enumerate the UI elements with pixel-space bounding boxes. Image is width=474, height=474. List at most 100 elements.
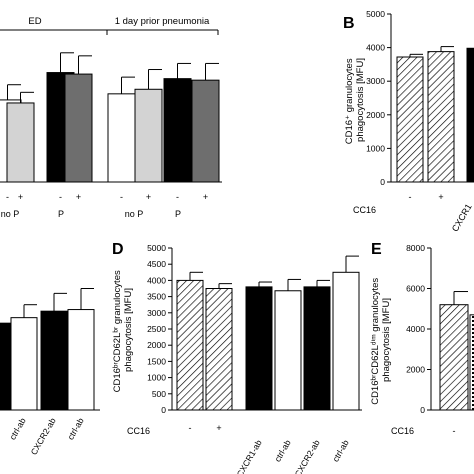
bars-c (0, 288, 95, 411)
bars-a (0, 52, 220, 183)
panel-d-ytick-label-9: 4500 (147, 259, 166, 269)
xlabels-e: - (453, 426, 456, 436)
panel-b: B CD16⁺ granulocytes phagocytosis [MFU] … (343, 9, 474, 233)
panel-b-ytick-label-1: 1000 (366, 143, 385, 153)
panel-d-ytick-label-3: 1500 (147, 356, 166, 366)
panel-d-bar-0 (176, 279, 204, 411)
xlabels-c: ctrl-ab CXCR2-ab ctrl-ab (7, 416, 86, 457)
group-label-ed: ED (28, 16, 41, 27)
panel-b-bar-0 (396, 56, 424, 183)
panel-a-bar-6 (163, 78, 192, 183)
yticks-d: 0 500 1000 1500 2000 2500 3000 3500 4000 4500 5000 (147, 243, 172, 415)
panel-e-ytick-label-2: 4000 (406, 324, 425, 334)
panel-d-ytick-label-10: 5000 (147, 243, 166, 253)
panel-b-ytick-label-0: 0 (380, 177, 385, 187)
xlabels-b: - + (409, 192, 444, 202)
panel-d-bar-4 (303, 286, 331, 411)
panel-d-ytick-label-5: 2500 (147, 324, 166, 334)
panel-d-bar-3 (274, 290, 302, 411)
panel-d-ytick-label-7: 3500 (147, 292, 166, 302)
panel-d-ytick-label-0: 0 (161, 405, 166, 415)
panel-b-ytick-label-3: 3000 (366, 76, 385, 86)
panel-a-cc16-sign-1: + (18, 192, 23, 202)
panel-d-cc16-sign-0: - (189, 423, 192, 433)
panel-a-cc16-sign-4: - (120, 192, 123, 202)
panel-d-ytick-label-6: 3000 (147, 308, 166, 318)
panel-d-bar-2 (245, 286, 273, 411)
panel-c-bar-3 (67, 309, 95, 411)
panel-a-subgroup-label-0: no P (1, 209, 20, 219)
panel-e-cc16-sign-0: - (453, 426, 456, 436)
panel-c-category-label-2: ctrl-ab (65, 416, 86, 442)
panel-e-ytick-label-4: 8000 (406, 243, 425, 253)
ylabel-b: CD16⁺ granulocytes phagocytosis [MFU] (344, 56, 366, 144)
panel-b-cc16-sign-0: - (409, 192, 412, 202)
panel-d-cc16-sign-1: + (216, 423, 221, 433)
panel-c-bar-2 (40, 310, 68, 411)
panel-a-cc16-sign-6: - (176, 192, 179, 202)
bars-d (176, 255, 360, 411)
ylabel-d-line2: phagocytosis [MFU] (123, 288, 134, 372)
panel-a-cc16-sign-0: - (6, 192, 9, 202)
yticks-e: 0 2000 4000 6000 8000 (406, 243, 431, 415)
category-label-b-cxcr1: CXCR1 (450, 202, 474, 233)
ylabel-e-line2: phagocytosis [MFU] (381, 298, 392, 382)
group-label-prior: 1 day prior pneumonia (115, 16, 210, 27)
panel-d: D CD16ᵇʳCD62Lᵇʳ granulocytes phagocytosi… (112, 241, 362, 474)
ylabel-e-line1: CD16ᵇʳCD62Lᵈⁱᵐ granulocytes (370, 278, 381, 405)
panel-letter-e: E (371, 241, 382, 258)
panel-letter-d: D (112, 241, 124, 258)
ylabel-d-line1: CD16ᵇʳCD62Lᵇʳ granulocytes (112, 270, 123, 392)
panel-a-subgroup-label-1: P (58, 209, 64, 219)
panel-c-bar-1 (10, 317, 38, 411)
bars-b (396, 46, 474, 183)
panel-e-ytick-label-0: 0 (420, 405, 425, 415)
xlabels-d: - +CXCR1-ab ctrl-ab CXCR2-ab ctrl-ab (189, 423, 351, 474)
panel-d-category-label-3: ctrl-ab (272, 438, 293, 464)
panel-d-ytick-label-8: 4000 (147, 275, 166, 285)
panel-c-category-label-0: ctrl-ab (7, 416, 28, 442)
panel-d-bar-5 (332, 271, 360, 411)
panel-e-bar-0 (439, 304, 469, 411)
panel-a-cc16-sign-7: + (203, 192, 208, 202)
ylabel-b-line2: phagocytosis [MFU] (355, 58, 366, 142)
panel-b-ytick-label-4: 4000 (366, 43, 385, 53)
panel-b-bar-2 (466, 47, 474, 183)
panel-e-ytick-label-1: 2000 (406, 365, 425, 375)
panel-e: E CD16ᵇʳCD62Lᵈⁱᵐ granulocytes phagocytos… (370, 241, 474, 436)
panel-d-ytick-label-2: 1000 (147, 373, 166, 383)
cc16-label-e: CC16 (391, 426, 414, 436)
panel-b-bar-1 (427, 51, 455, 183)
panel-a-bar-4 (107, 93, 136, 183)
panel-a-cc16-sign-2: - (59, 192, 62, 202)
panel-b-ytick-label-2: 2000 (366, 110, 385, 120)
panel-e-bar-1 (469, 314, 474, 411)
panel-a-subgroup-label-2: no P (125, 209, 144, 219)
ylabel-b-line1: CD16⁺ granulocytes (344, 58, 355, 144)
panel-d-category-label-5: ctrl-ab (330, 438, 351, 464)
panel-a-bar-7 (191, 79, 220, 183)
panel-b-ytick-label-5: 5000 (366, 9, 385, 19)
panel-a-bar-1 (6, 102, 35, 183)
panel-a-bar-5 (134, 88, 163, 183)
cc16-label-d: CC16 (127, 426, 150, 436)
panel-d-category-label-4: CXCR2-ab (293, 438, 322, 474)
panel-c-category-label-1: CXCR2-ab (29, 416, 58, 457)
panel-a-cc16-sign-5: + (146, 192, 151, 202)
panel-c: ctrl-ab CXCR2-ab ctrl-ab (0, 288, 100, 457)
ylabel-d: CD16ᵇʳCD62Lᵇʳ granulocytes phagocytosis … (112, 268, 134, 393)
panel-e-ytick-label-3: 6000 (406, 284, 425, 294)
panel-letter-b: B (343, 15, 355, 32)
cc16-label-b: CC16 (353, 205, 376, 215)
panel-a-bar-3 (64, 73, 93, 183)
ylabel-e: CD16ᵇʳCD62Lᵈⁱᵐ granulocytes phagocytosis… (370, 275, 392, 405)
panel-d-ytick-label-1: 500 (152, 389, 166, 399)
bars-e (439, 291, 474, 411)
yticks-b: 0 1000 2000 3000 4000 5000 (366, 9, 391, 187)
panel-b-cc16-sign-1: + (438, 192, 443, 202)
panel-a-subgroup-label-3: P (175, 209, 181, 219)
panel-d-ytick-label-4: 2000 (147, 340, 166, 350)
panel-d-category-label-2: CXCR1-ab (235, 438, 264, 474)
